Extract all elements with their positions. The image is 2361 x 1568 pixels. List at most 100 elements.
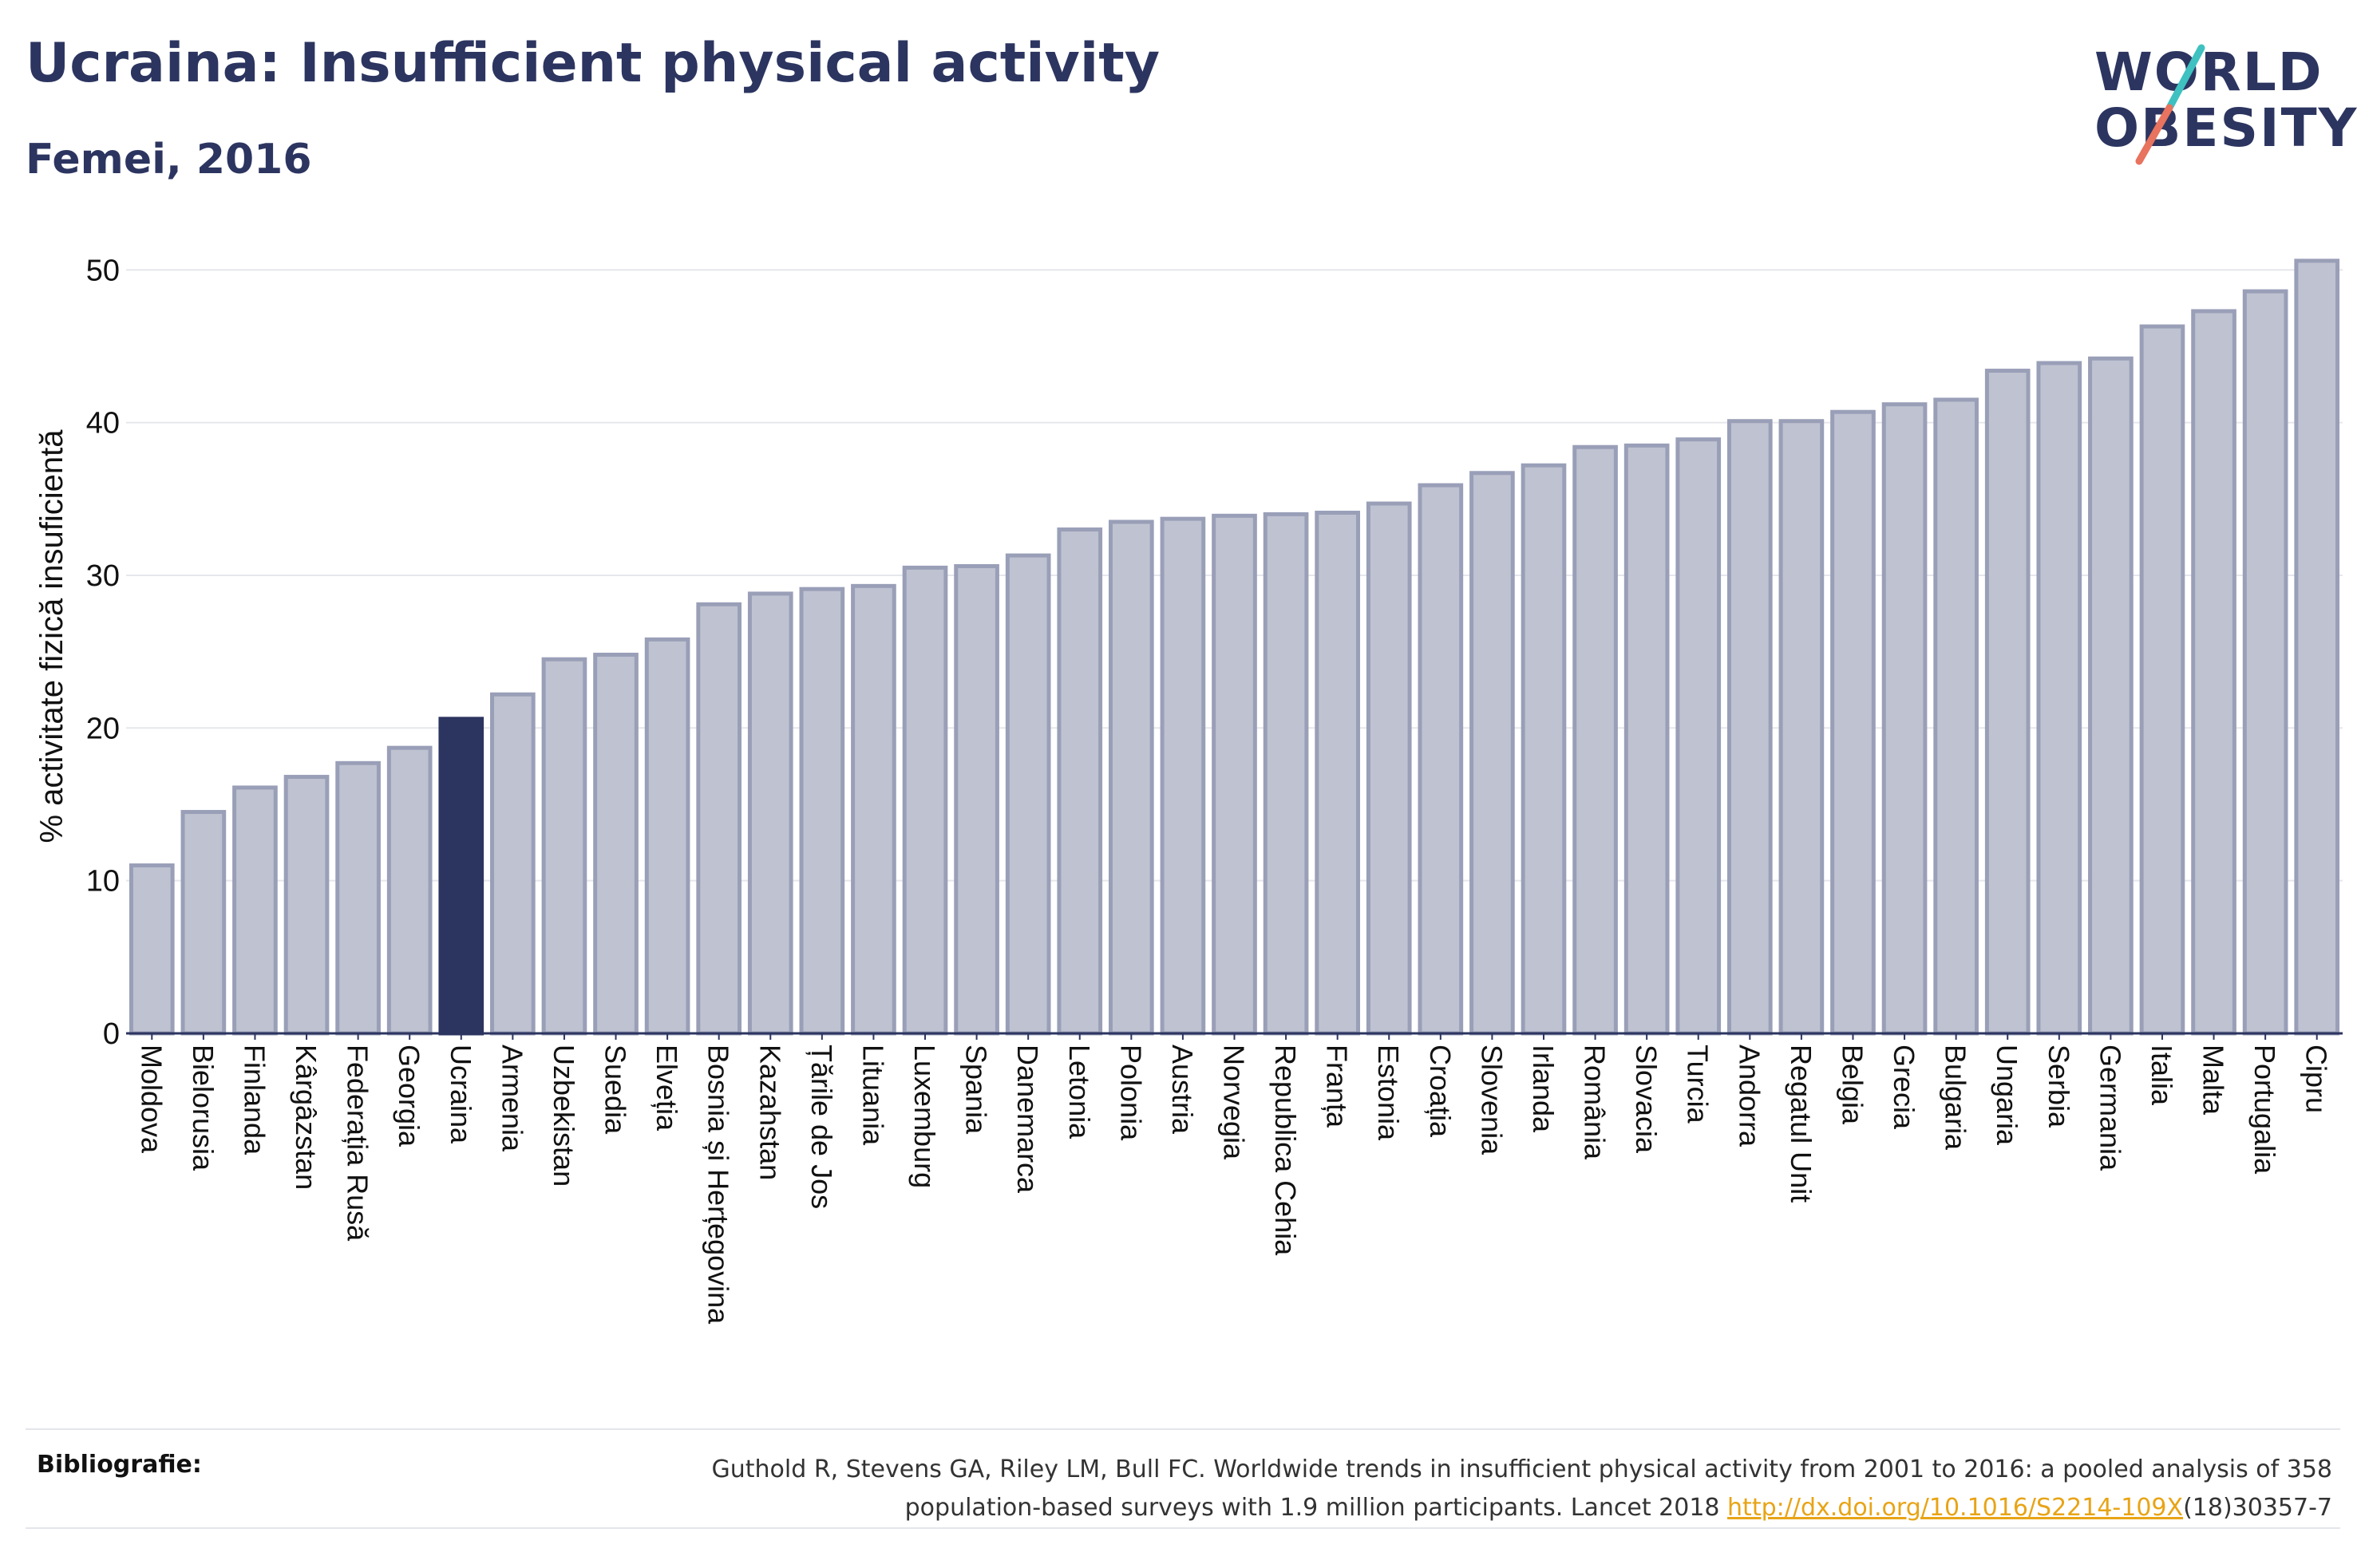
x-tick-label: Austria	[1166, 1045, 1199, 1135]
bar	[180, 810, 227, 1036]
bar	[1933, 397, 1979, 1036]
bar	[1212, 513, 1257, 1036]
y-tick-label: 20	[86, 712, 120, 745]
y-axis-ticks: 0 10 20 30 40 50	[86, 254, 120, 1051]
x-tick-label: Serbia	[2043, 1045, 2075, 1128]
bar	[1366, 501, 1412, 1036]
x-tick-label: Luxemburg	[908, 1045, 941, 1188]
bar	[1881, 402, 1928, 1036]
bar	[1005, 553, 1051, 1036]
bar	[1778, 419, 1825, 1036]
x-tick-label: Finlanda	[238, 1045, 271, 1155]
bar	[1315, 511, 1360, 1036]
bar	[232, 785, 278, 1036]
y-tick-label: 40	[86, 407, 120, 440]
bibliography-line-2-suffix: (18)30357-7	[2183, 1494, 2332, 1522]
x-tick-label: Bulgaria	[1940, 1045, 1972, 1151]
x-tick-label: Belgia	[1836, 1045, 1869, 1125]
x-tick-label: Turcia	[1682, 1045, 1714, 1124]
x-tick-label: Federația Rusă	[342, 1045, 374, 1242]
bar	[1675, 437, 1722, 1036]
x-tick-label: Elveția	[651, 1045, 683, 1132]
bibliography-text: Guthold R, Stevens GA, Riley LM, Bull FC…	[417, 1451, 2332, 1527]
x-tick-label: Slovacia	[1630, 1045, 1663, 1154]
x-tick-label: Ucraina	[445, 1045, 477, 1144]
bar	[129, 863, 175, 1036]
x-axis-ticks: Moldova Bielorusia Finlanda Kârgâzstan Feder…	[135, 1033, 2333, 1325]
x-tick-label: Danemarca	[1011, 1045, 1044, 1194]
x-tick-label: Letonia	[1063, 1045, 1096, 1139]
x-tick-label: Armenia	[496, 1045, 528, 1152]
y-tick-label: 30	[86, 559, 120, 593]
y-tick-label: 50	[86, 254, 120, 287]
x-tick-label: Portugalia	[2248, 1045, 2281, 1175]
bar	[541, 657, 587, 1036]
bar	[902, 565, 948, 1036]
bar	[1057, 527, 1103, 1036]
bar	[1830, 409, 1876, 1036]
bar	[2242, 289, 2288, 1036]
x-tick-label: Polonia	[1114, 1045, 1147, 1141]
x-tick-label: Lituania	[856, 1045, 889, 1146]
bibliography-label: Bibliografie:	[37, 1451, 202, 1479]
bar	[2139, 324, 2185, 1036]
x-tick-label: Georgia	[393, 1045, 425, 1147]
x-tick-label: Irlanda	[1527, 1045, 1560, 1133]
bar	[1984, 369, 2031, 1036]
x-tick-label: Andorra	[1733, 1045, 1766, 1147]
x-tick-label: Franța	[1321, 1045, 1354, 1128]
x-tick-label: Grecia	[1888, 1045, 1920, 1130]
bar	[644, 637, 690, 1036]
x-tick-label: Țările de Jos	[805, 1045, 838, 1209]
x-tick-label: Kazahstan	[753, 1045, 786, 1180]
bar	[1109, 519, 1154, 1036]
bar	[1572, 444, 1618, 1036]
bibliography-line-1: Guthold R, Stevens GA, Riley LM, Bull FC…	[711, 1455, 2332, 1483]
logo-line-world: WORLD	[2094, 41, 2323, 103]
bar	[490, 692, 536, 1036]
page-subtitle: Femei, 2016	[26, 136, 312, 184]
y-tick-label: 10	[86, 865, 120, 899]
logo-slash-icon	[2135, 44, 2205, 165]
world-obesity-logo: WORLD OBESITY	[2075, 32, 2356, 168]
bar	[1469, 471, 1515, 1036]
bar	[2088, 356, 2134, 1036]
x-tick-label: Kârgâzstan	[290, 1045, 322, 1190]
x-tick-label: Croația	[1424, 1045, 1457, 1138]
x-tick-label: Estonia	[1372, 1045, 1405, 1141]
x-tick-label: Spania	[960, 1045, 993, 1135]
bibliography-line-2: population-based surveys with 1.9 millio…	[417, 1489, 2332, 1527]
bar-chart: % activitate fizică insuficientă 0 10 20 30…	[34, 254, 2343, 1325]
bar	[696, 602, 742, 1036]
bars	[129, 259, 2340, 1036]
bar	[851, 583, 896, 1036]
bar-highlighted	[438, 717, 484, 1036]
footer-divider-bottom	[26, 1527, 2340, 1529]
x-tick-label: Slovenia	[1475, 1045, 1508, 1155]
x-tick-label: Bosnia și Herțegovina	[702, 1045, 735, 1325]
bar	[1418, 483, 1464, 1036]
bar	[954, 563, 999, 1036]
logo-line-obesity: OBESITY	[2094, 97, 2359, 159]
x-tick-label: România	[1579, 1045, 1612, 1160]
x-tick-label: Bielorusia	[187, 1045, 219, 1171]
x-tick-label: Norvegia	[1218, 1045, 1251, 1160]
bar	[1263, 511, 1309, 1036]
bar	[2036, 361, 2082, 1036]
page-title: Ucraina: Insufficient physical activity	[26, 32, 1161, 95]
bar	[2294, 259, 2340, 1036]
x-tick-label: Ungaria	[1991, 1045, 2023, 1146]
bar	[1521, 463, 1567, 1036]
bar	[1726, 419, 1773, 1036]
bar	[386, 745, 433, 1036]
bar	[1623, 443, 1670, 1036]
x-tick-label: Uzbekistan	[548, 1045, 580, 1187]
bar	[799, 587, 845, 1036]
x-tick-label: Moldova	[135, 1045, 168, 1154]
footer-divider-top	[26, 1428, 2340, 1430]
x-tick-label: Germania	[2094, 1045, 2126, 1171]
x-tick-label: Cipru	[2300, 1045, 2333, 1113]
y-axis-label: % activitate fizică insuficientă	[34, 429, 69, 843]
x-tick-label: Regatul Unit	[1785, 1045, 1817, 1203]
doi-link[interactable]: http://dx.doi.org/10.1016/S2214-109X	[1727, 1494, 2184, 1522]
